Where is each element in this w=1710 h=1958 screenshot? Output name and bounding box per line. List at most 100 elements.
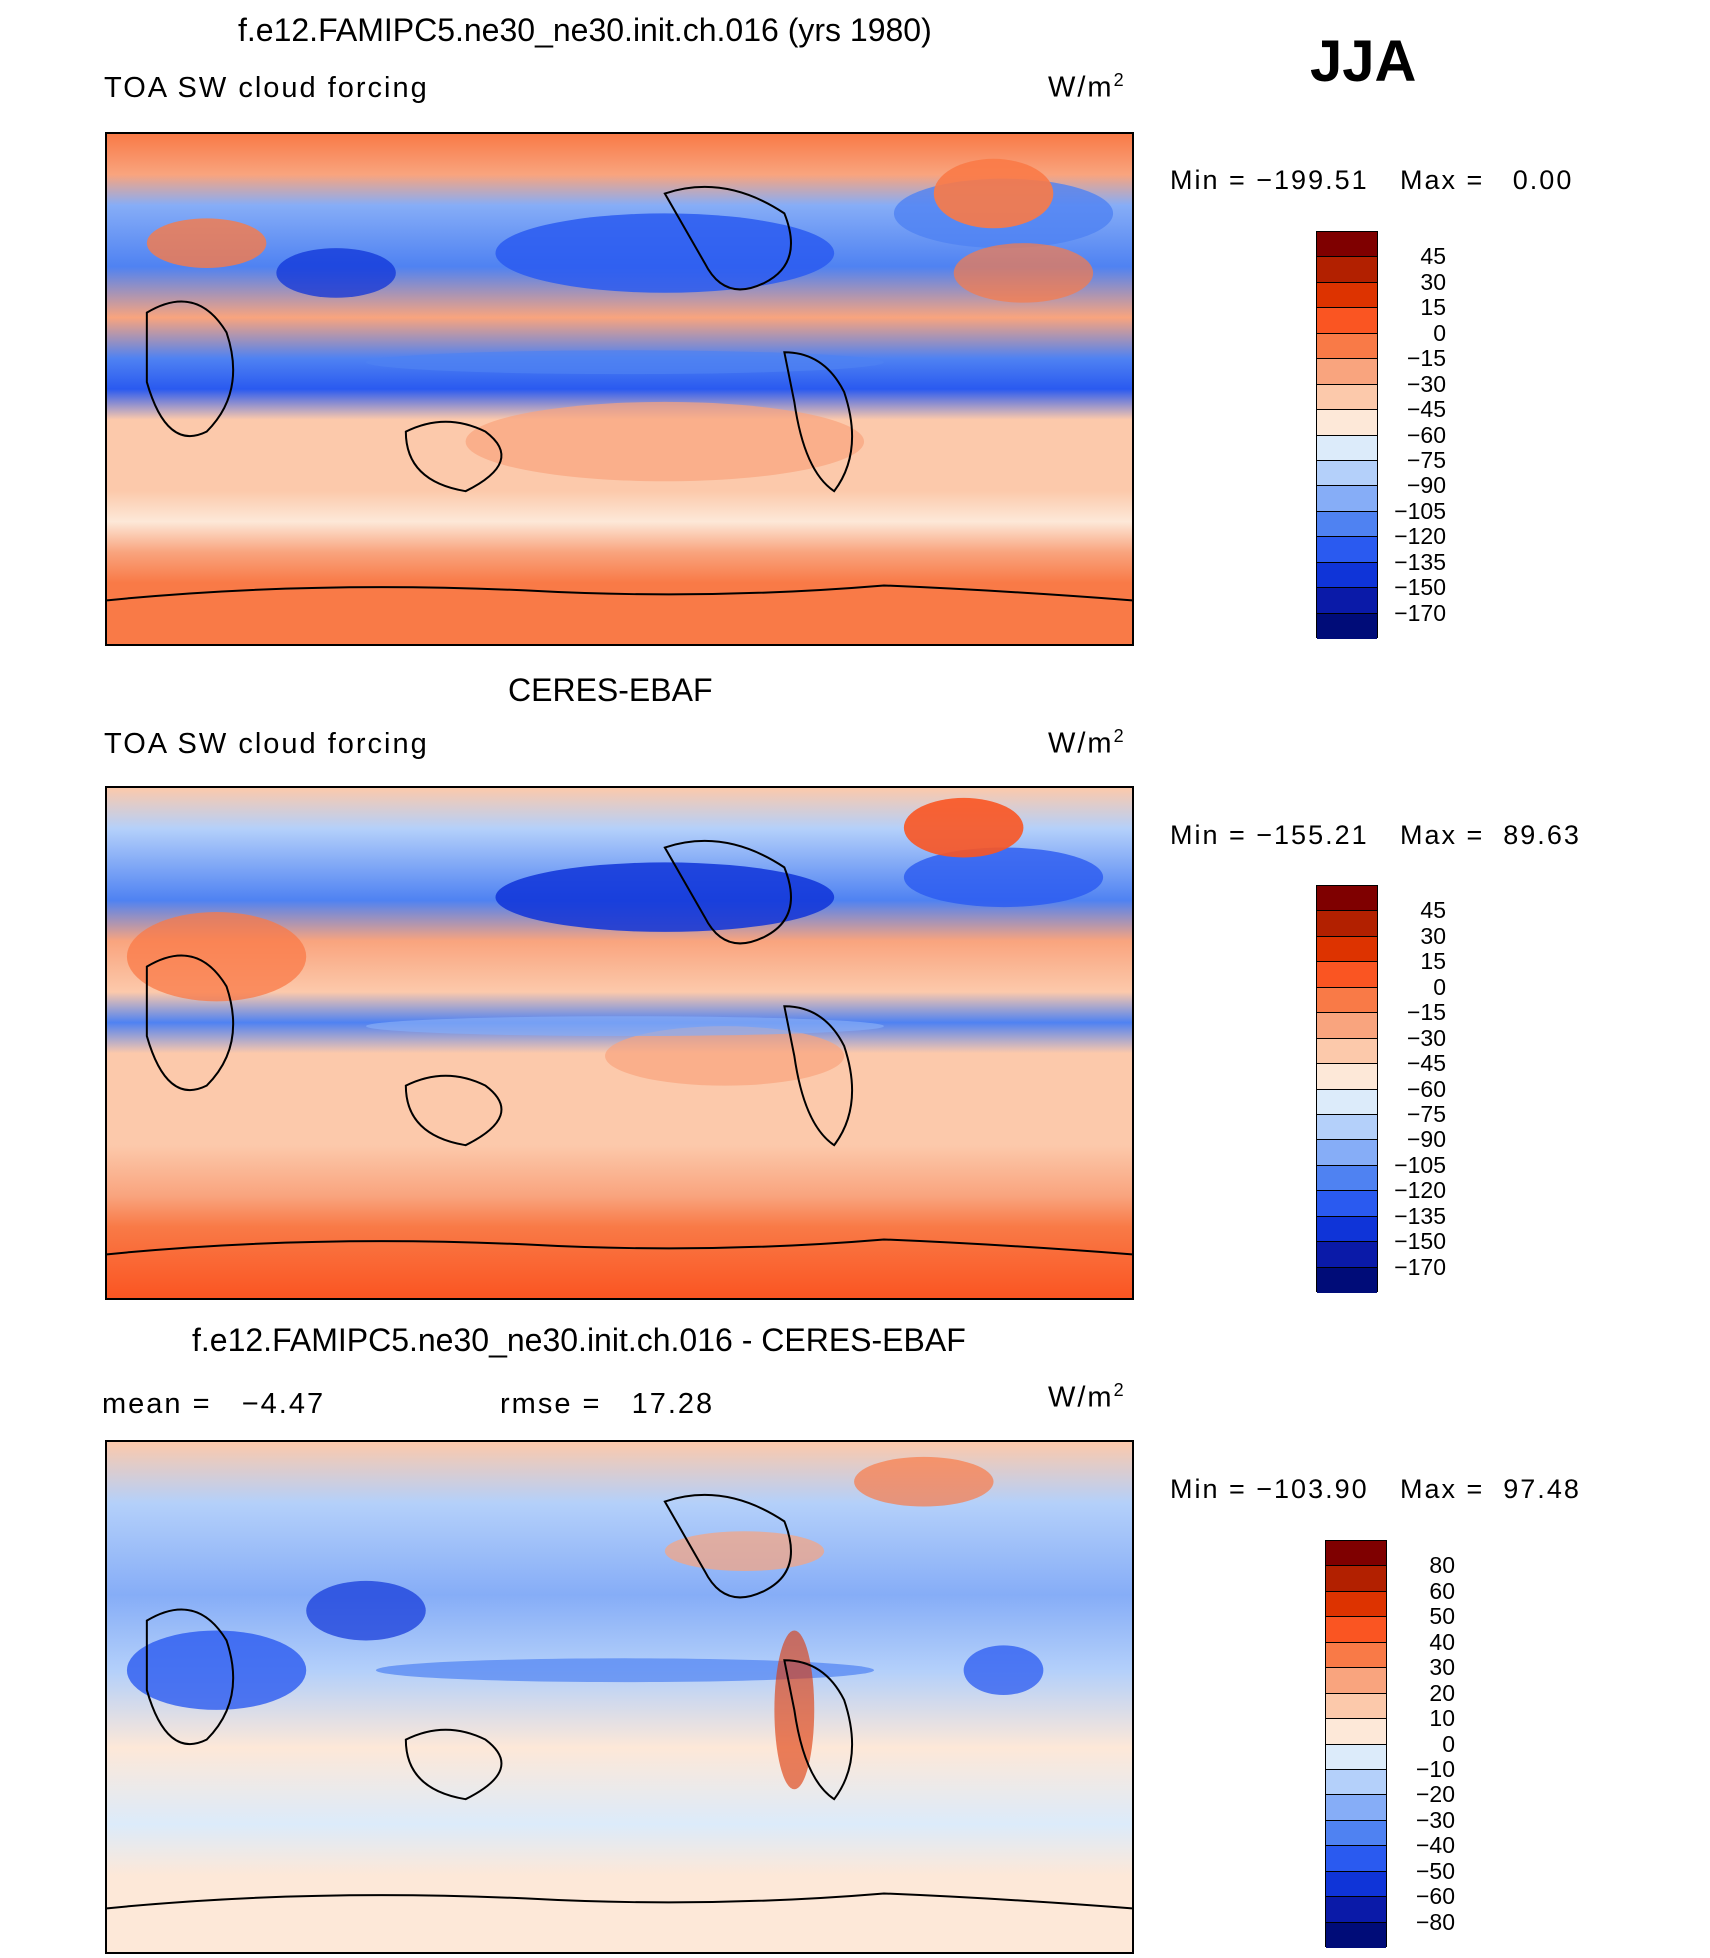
colorbar-swatch xyxy=(1326,1591,1386,1618)
colorbar-swatch xyxy=(1317,588,1377,614)
panel2-map xyxy=(105,786,1134,1300)
colorbar-tick-label: −50 xyxy=(1415,1857,1455,1884)
colorbar-swatch xyxy=(1317,1191,1377,1217)
colorbar-swatch xyxy=(1317,384,1377,411)
colorbar-swatch xyxy=(1326,1541,1386,1567)
colorbar-tick-label: 0 xyxy=(1442,1730,1455,1757)
colorbar-tick-label: −75 xyxy=(1406,446,1446,473)
panel3-colorbar xyxy=(1325,1540,1387,1948)
colorbar-swatch xyxy=(1326,1922,1386,1948)
colorbar-swatch xyxy=(1326,1668,1386,1694)
colorbar-swatch xyxy=(1317,232,1377,258)
colorbar-swatch xyxy=(1317,562,1377,589)
colorbar-swatch xyxy=(1317,308,1377,334)
colorbar-tick-label: −150 xyxy=(1394,574,1446,601)
colorbar-swatch xyxy=(1326,1744,1386,1770)
colorbar-swatch xyxy=(1317,460,1377,487)
colorbar-swatch xyxy=(1317,987,1377,1014)
colorbar-tick-label: −10 xyxy=(1415,1755,1455,1782)
colorbar-swatch xyxy=(1317,613,1377,639)
colorbar-tick-label: 60 xyxy=(1429,1577,1455,1604)
colorbar-swatch xyxy=(1317,936,1377,963)
colorbar-swatch xyxy=(1317,962,1377,988)
panel3-min-label: Min = −103.90 xyxy=(1170,1474,1369,1504)
panel3-mid-label: rmse = 17.28 xyxy=(500,1388,715,1420)
colorbar-swatch xyxy=(1326,1820,1386,1847)
panel3-max-label: Max = 97.48 xyxy=(1400,1474,1581,1504)
colorbar-swatch xyxy=(1326,1897,1386,1923)
colorbar-tick-label: −30 xyxy=(1415,1806,1455,1833)
panel3-left-label: mean = −4.47 xyxy=(102,1388,326,1420)
colorbar-tick-label: 10 xyxy=(1429,1705,1455,1732)
colorbar-swatch xyxy=(1317,359,1377,385)
colorbar-swatch xyxy=(1326,1566,1386,1592)
panel2-left-label: TOA SW cloud forcing xyxy=(104,728,429,760)
colorbar-swatch xyxy=(1317,1038,1377,1065)
colorbar-swatch xyxy=(1317,537,1377,563)
panel1-max-label: Max = 0.00 xyxy=(1400,165,1574,195)
panel1-left-label: TOA SW cloud forcing xyxy=(104,72,429,104)
panel2-units: W/m2 xyxy=(1048,726,1126,760)
colorbar-tick-label: 30 xyxy=(1420,268,1446,295)
colorbar-swatch xyxy=(1326,1795,1386,1821)
colorbar-swatch xyxy=(1317,435,1377,461)
panel1-map xyxy=(105,132,1134,646)
colorbar-tick-label: −105 xyxy=(1394,1151,1446,1178)
colorbar-swatch xyxy=(1317,1114,1377,1141)
colorbar-tick-label: −45 xyxy=(1406,396,1446,423)
colorbar-tick-label: 45 xyxy=(1420,243,1446,270)
panel1-units: W/m2 xyxy=(1048,70,1126,104)
colorbar-tick-label: −20 xyxy=(1415,1781,1455,1808)
colorbar-swatch xyxy=(1317,257,1377,283)
colorbar-swatch xyxy=(1317,486,1377,512)
colorbar-tick-label: −135 xyxy=(1394,1202,1446,1229)
colorbar-tick-label: 50 xyxy=(1429,1603,1455,1630)
colorbar-tick-label: −170 xyxy=(1394,599,1446,626)
colorbar-swatch xyxy=(1317,1013,1377,1039)
panel1-title: f.e12.FAMIPC5.ne30_ne30.init.ch.016 (yrs… xyxy=(238,12,932,48)
colorbar-tick-label: −75 xyxy=(1406,1100,1446,1127)
panel2-max-label: Max = 89.63 xyxy=(1400,820,1581,850)
colorbar-swatch xyxy=(1317,886,1377,912)
colorbar-tick-label: 40 xyxy=(1429,1628,1455,1655)
colorbar-swatch xyxy=(1317,282,1377,309)
colorbar-tick-label: −90 xyxy=(1406,1126,1446,1153)
colorbar-swatch xyxy=(1317,333,1377,360)
colorbar-tick-label: 30 xyxy=(1429,1654,1455,1681)
colorbar-swatch xyxy=(1317,1267,1377,1293)
colorbar-tick-label: −105 xyxy=(1394,497,1446,524)
colorbar-tick-label: −45 xyxy=(1406,1050,1446,1077)
colorbar-tick-label: −120 xyxy=(1394,1177,1446,1204)
colorbar-swatch xyxy=(1317,911,1377,937)
colorbar-swatch xyxy=(1317,410,1377,436)
season-label: JJA xyxy=(1310,29,1417,94)
colorbar-tick-label: −135 xyxy=(1394,548,1446,575)
colorbar-swatch xyxy=(1326,1693,1386,1720)
colorbar-swatch xyxy=(1317,1089,1377,1115)
panel2-min-label: Min = −155.21 xyxy=(1170,820,1369,850)
colorbar-tick-label: −30 xyxy=(1406,1024,1446,1051)
colorbar-tick-label: 80 xyxy=(1429,1552,1455,1579)
colorbar-tick-label: −40 xyxy=(1415,1832,1455,1859)
panel2-title: CERES-EBAF xyxy=(508,672,713,708)
panel3-map xyxy=(105,1440,1134,1954)
colorbar-swatch xyxy=(1326,1642,1386,1669)
panel1-colorbar xyxy=(1316,231,1378,639)
colorbar-tick-label: −150 xyxy=(1394,1228,1446,1255)
colorbar-tick-label: 45 xyxy=(1420,897,1446,924)
colorbar-tick-label: −60 xyxy=(1415,1883,1455,1910)
panel3-title: f.e12.FAMIPC5.ne30_ne30.init.ch.016 - CE… xyxy=(192,1322,966,1358)
panel3-units: W/m2 xyxy=(1048,1380,1126,1414)
colorbar-tick-label: −170 xyxy=(1394,1253,1446,1280)
colorbar-tick-label: −60 xyxy=(1406,421,1446,448)
colorbar-swatch xyxy=(1317,1242,1377,1268)
colorbar-tick-label: 20 xyxy=(1429,1679,1455,1706)
colorbar-swatch xyxy=(1326,1846,1386,1872)
colorbar-tick-label: −15 xyxy=(1406,345,1446,372)
colorbar-swatch xyxy=(1326,1871,1386,1898)
colorbar-swatch xyxy=(1326,1769,1386,1796)
panel1-min-label: Min = −199.51 xyxy=(1170,165,1369,195)
colorbar-tick-label: −30 xyxy=(1406,370,1446,397)
colorbar-swatch xyxy=(1326,1719,1386,1745)
colorbar-tick-label: −15 xyxy=(1406,999,1446,1026)
